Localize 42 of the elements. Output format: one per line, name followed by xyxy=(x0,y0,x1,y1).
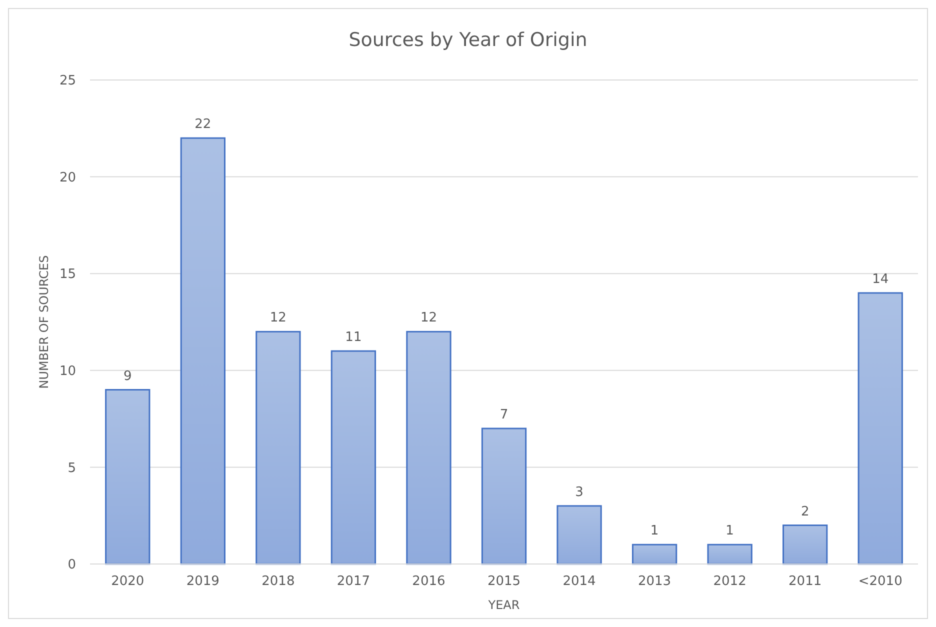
data-label: 12 xyxy=(270,310,286,326)
x-tick-label: 2020 xyxy=(111,574,144,589)
x-tick-label: 2016 xyxy=(412,574,446,589)
bar xyxy=(330,350,376,565)
x-tick-label: 2017 xyxy=(336,574,370,589)
x-tick-label: <2010 xyxy=(858,574,902,589)
y-tick-label: 15 xyxy=(59,267,76,282)
data-label: 12 xyxy=(420,310,437,326)
bar xyxy=(707,544,752,565)
data-label: 1 xyxy=(726,524,734,539)
bar xyxy=(782,524,828,565)
x-axis-title: YEAR xyxy=(487,598,520,612)
data-label: 3 xyxy=(575,484,584,500)
bar xyxy=(858,292,903,565)
data-label: 7 xyxy=(500,407,508,422)
y-tick-label: 0 xyxy=(68,558,76,573)
y-axis-title: NUMBER OF SOURCES xyxy=(37,255,51,389)
y-tick-label: 25 xyxy=(59,74,76,89)
data-label: 14 xyxy=(872,272,889,287)
bar xyxy=(481,428,527,565)
bar xyxy=(556,505,602,565)
bar xyxy=(256,330,301,565)
x-tick-label: 2012 xyxy=(713,574,746,589)
data-label: 11 xyxy=(345,330,362,346)
y-tick-label: 10 xyxy=(59,364,76,379)
bar xyxy=(180,137,226,565)
data-label: 2 xyxy=(800,504,810,520)
data-label: 22 xyxy=(194,117,212,132)
data-label: 9 xyxy=(123,368,132,384)
bar xyxy=(105,389,150,565)
x-tick-label: 2019 xyxy=(186,574,220,589)
y-tick-label: 5 xyxy=(68,460,76,476)
x-tick-label: 2011 xyxy=(788,574,822,589)
x-tick-label: 2015 xyxy=(487,574,521,589)
x-tick-label: 2013 xyxy=(638,574,672,589)
bar xyxy=(406,330,452,565)
bar xyxy=(632,544,678,565)
chart-title: Sources by Year of Origin xyxy=(348,29,588,51)
x-tick-label: 2018 xyxy=(262,574,295,589)
data-label: 1 xyxy=(650,524,659,539)
x-tick-label: 2014 xyxy=(562,574,596,589)
y-tick-label: 20 xyxy=(59,170,76,186)
